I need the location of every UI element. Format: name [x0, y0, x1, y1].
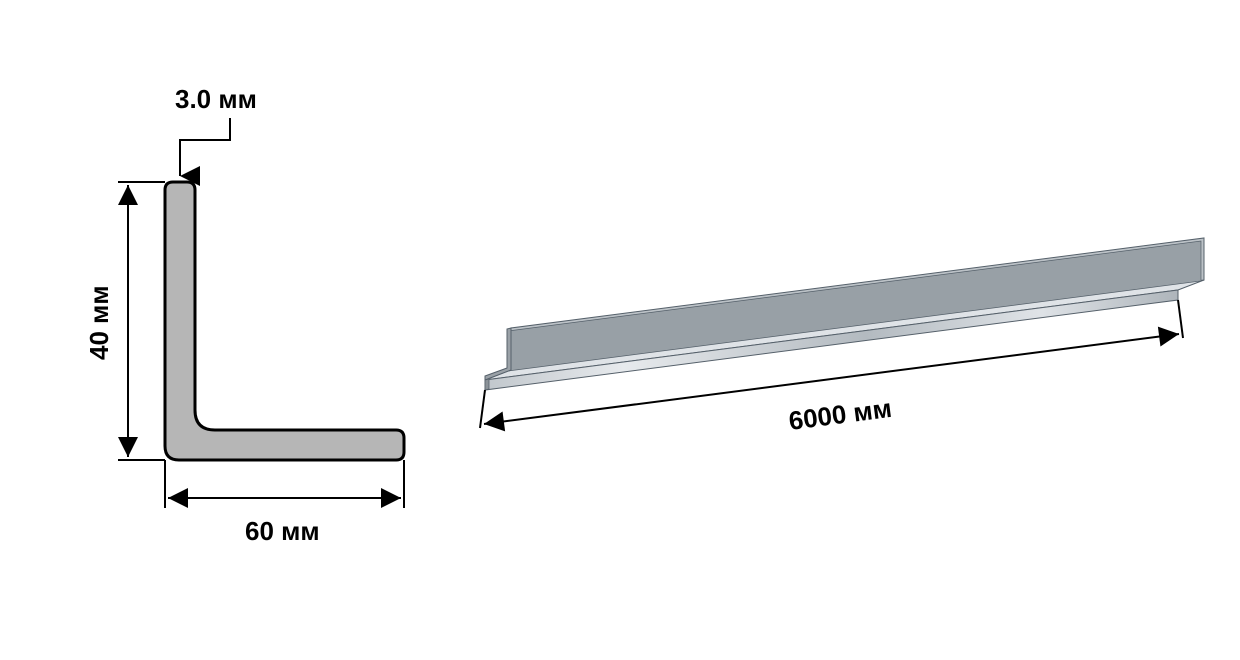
- bar-end-cap-btm: [485, 379, 489, 390]
- l-profile-shape: [165, 182, 404, 460]
- bar-3d-figure: 6000 мм: [480, 238, 1204, 436]
- ext-line: [1178, 300, 1183, 338]
- width-label: 60 мм: [245, 516, 320, 546]
- length-label: 6000 мм: [787, 393, 894, 436]
- ext-line: [480, 390, 485, 428]
- thickness-label: 3.0 мм: [175, 84, 257, 114]
- height-label: 40 мм: [84, 285, 114, 360]
- technical-drawing: 3.0 мм 40 мм 60 мм 6000 мм: [0, 0, 1240, 660]
- thickness-leader: [180, 118, 230, 176]
- cross-section-figure: 3.0 мм 40 мм 60 мм: [84, 84, 404, 546]
